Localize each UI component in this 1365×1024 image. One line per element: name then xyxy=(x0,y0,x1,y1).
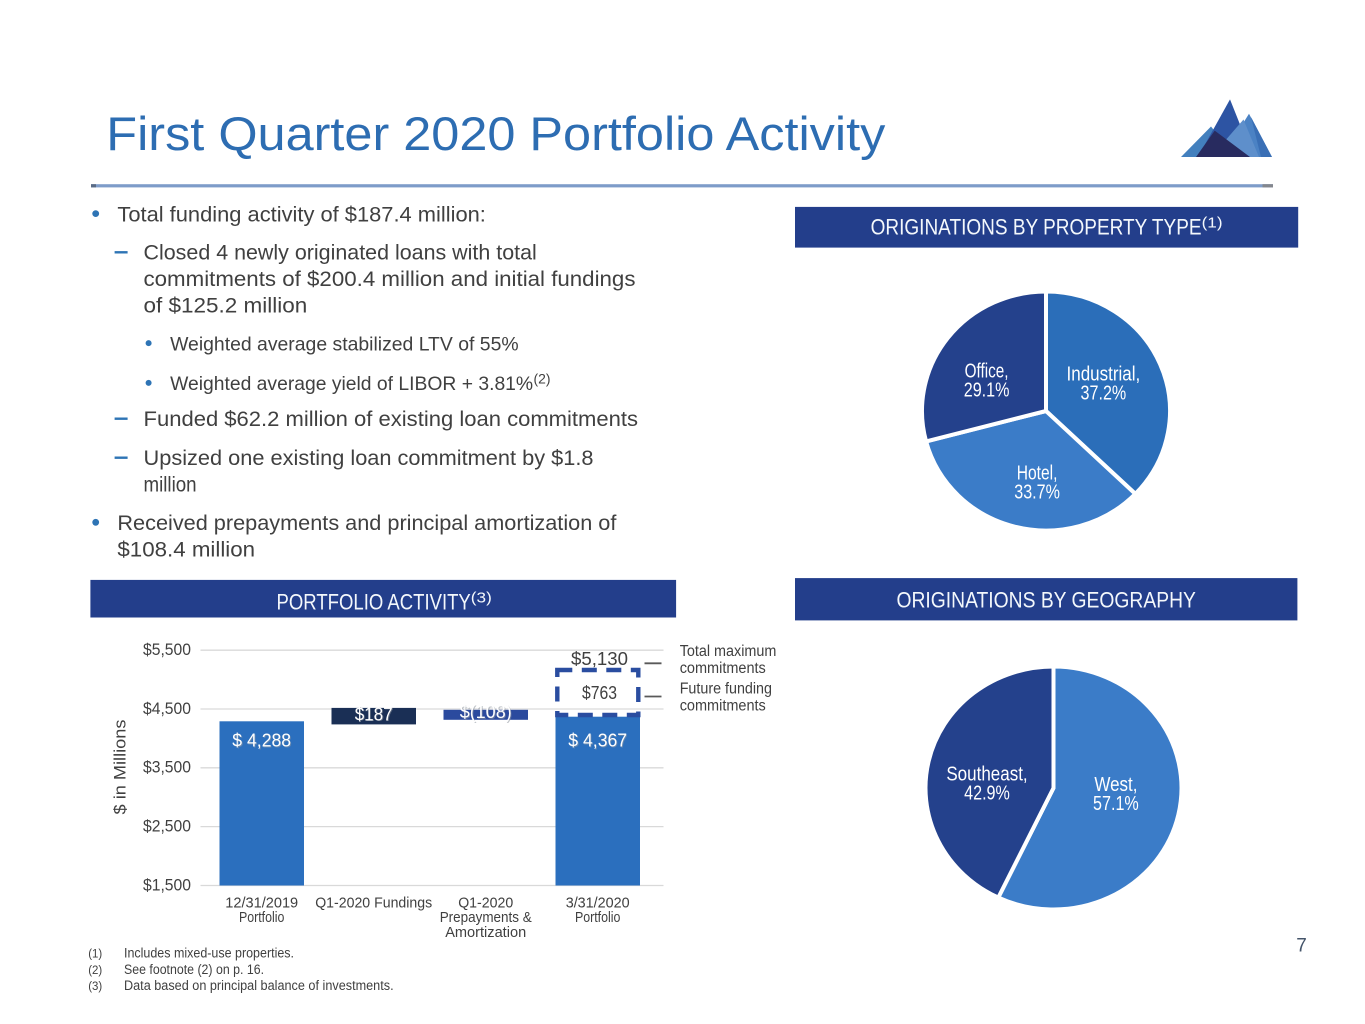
svg-text:3/31/2020: 3/31/2020 xyxy=(566,894,630,911)
svg-text:commitments: commitments xyxy=(680,698,766,715)
svg-text:Data based on principal balanc: Data based on principal balance of inves… xyxy=(124,978,394,993)
svg-text:$ in Millions: $ in Millions xyxy=(111,720,130,815)
svg-text:7: 7 xyxy=(1296,936,1307,957)
svg-text:Portfolio: Portfolio xyxy=(575,909,621,926)
svg-text:Industrial,: Industrial, xyxy=(1067,364,1141,386)
svg-text:(3): (3) xyxy=(88,981,102,993)
svg-text:See footnote (2) on p. 16.: See footnote (2) on p. 16. xyxy=(124,962,264,977)
svg-text:Received prepayments and princ: Received prepayments and principal amort… xyxy=(117,512,616,535)
svg-text:Hotel,: Hotel, xyxy=(1017,463,1058,485)
svg-text:ORIGINATIONS BY GEOGRAPHY: ORIGINATIONS BY GEOGRAPHY xyxy=(897,588,1196,613)
svg-text:$187: $187 xyxy=(356,705,394,725)
svg-text:(3): (3) xyxy=(471,591,492,607)
svg-text:(1): (1) xyxy=(88,948,102,960)
svg-text:29.1%: 29.1% xyxy=(964,379,1010,401)
svg-text:42.9%: 42.9% xyxy=(964,783,1010,805)
svg-text:million: million xyxy=(144,474,197,497)
svg-text:37.2%: 37.2% xyxy=(1081,382,1127,404)
svg-text:57.1%: 57.1% xyxy=(1093,793,1139,815)
svg-text:Southeast,: Southeast, xyxy=(946,764,1027,786)
svg-text:$108.4 million: $108.4 million xyxy=(117,539,255,562)
svg-text:$763: $763 xyxy=(582,683,617,703)
svg-text:Weighted average stabilized LT: Weighted average stabilized LTV of 55% xyxy=(170,333,518,355)
svg-text:$5,500: $5,500 xyxy=(143,641,191,659)
svg-text:First Quarter 2020 Portfolio A: First Quarter 2020 Portfolio Activity xyxy=(106,108,885,161)
svg-text:$4,500: $4,500 xyxy=(143,700,191,718)
svg-text:Weighted average yield of LIBO: Weighted average yield of LIBOR + 3.81% xyxy=(170,373,533,395)
svg-text:Includes mixed-use properties.: Includes mixed-use properties. xyxy=(124,945,294,960)
svg-text:Closed 4 newly originated loan: Closed 4 newly originated loans with tot… xyxy=(144,242,537,265)
svg-text:Future funding: Future funding xyxy=(680,681,772,698)
svg-text:$ 4,367: $ 4,367 xyxy=(569,731,628,751)
svg-text:ORIGINATIONS BY PROPERTY TYPE: ORIGINATIONS BY PROPERTY TYPE xyxy=(871,215,1202,240)
svg-text:$(108): $(108) xyxy=(460,702,512,722)
svg-text:West,: West, xyxy=(1094,774,1137,796)
svg-text:Upsized one existing loan comm: Upsized one existing loan commitment by … xyxy=(144,447,594,470)
svg-text:$3,500: $3,500 xyxy=(143,759,191,777)
svg-text:$ 4,288: $ 4,288 xyxy=(232,731,291,751)
svg-text:of $125.2 million: of $125.2 million xyxy=(144,295,308,318)
svg-text:$187: $187 xyxy=(355,704,393,724)
svg-text:(2): (2) xyxy=(88,965,102,977)
svg-text:Q1-2020: Q1-2020 xyxy=(458,894,513,911)
svg-text:PORTFOLIO ACTIVITY: PORTFOLIO ACTIVITY xyxy=(277,590,471,615)
svg-text:$2,500: $2,500 xyxy=(143,818,191,836)
svg-text:$(108): $(108) xyxy=(461,703,513,723)
svg-text:33.7%: 33.7% xyxy=(1014,482,1060,504)
svg-text:Prepayments &: Prepayments & xyxy=(440,909,532,926)
svg-text:$ 4,288: $ 4,288 xyxy=(233,731,292,751)
svg-text:(1): (1) xyxy=(1202,216,1223,232)
svg-text:$1,500: $1,500 xyxy=(143,876,191,894)
svg-text:$ 4,367: $ 4,367 xyxy=(568,731,627,751)
svg-text:Amortization: Amortization xyxy=(445,924,526,941)
svg-text:Q1-2020 Fundings: Q1-2020 Fundings xyxy=(315,894,432,911)
svg-text:Funded $62.2 million of existi: Funded $62.2 million of existing loan co… xyxy=(144,408,639,431)
svg-text:(2): (2) xyxy=(534,372,551,387)
svg-text:Total funding activity of $187: Total funding activity of $187.4 million… xyxy=(117,203,485,226)
svg-text:Office,: Office, xyxy=(965,360,1009,382)
svg-text:12/31/2019: 12/31/2019 xyxy=(225,894,298,911)
svg-text:$5,130: $5,130 xyxy=(571,649,628,669)
svg-text:commitments of $200.4 million: commitments of $200.4 million and initia… xyxy=(144,268,636,291)
svg-text:Total maximum: Total maximum xyxy=(680,643,777,660)
svg-text:Portfolio: Portfolio xyxy=(239,909,285,926)
svg-text:commitments: commitments xyxy=(680,660,766,677)
